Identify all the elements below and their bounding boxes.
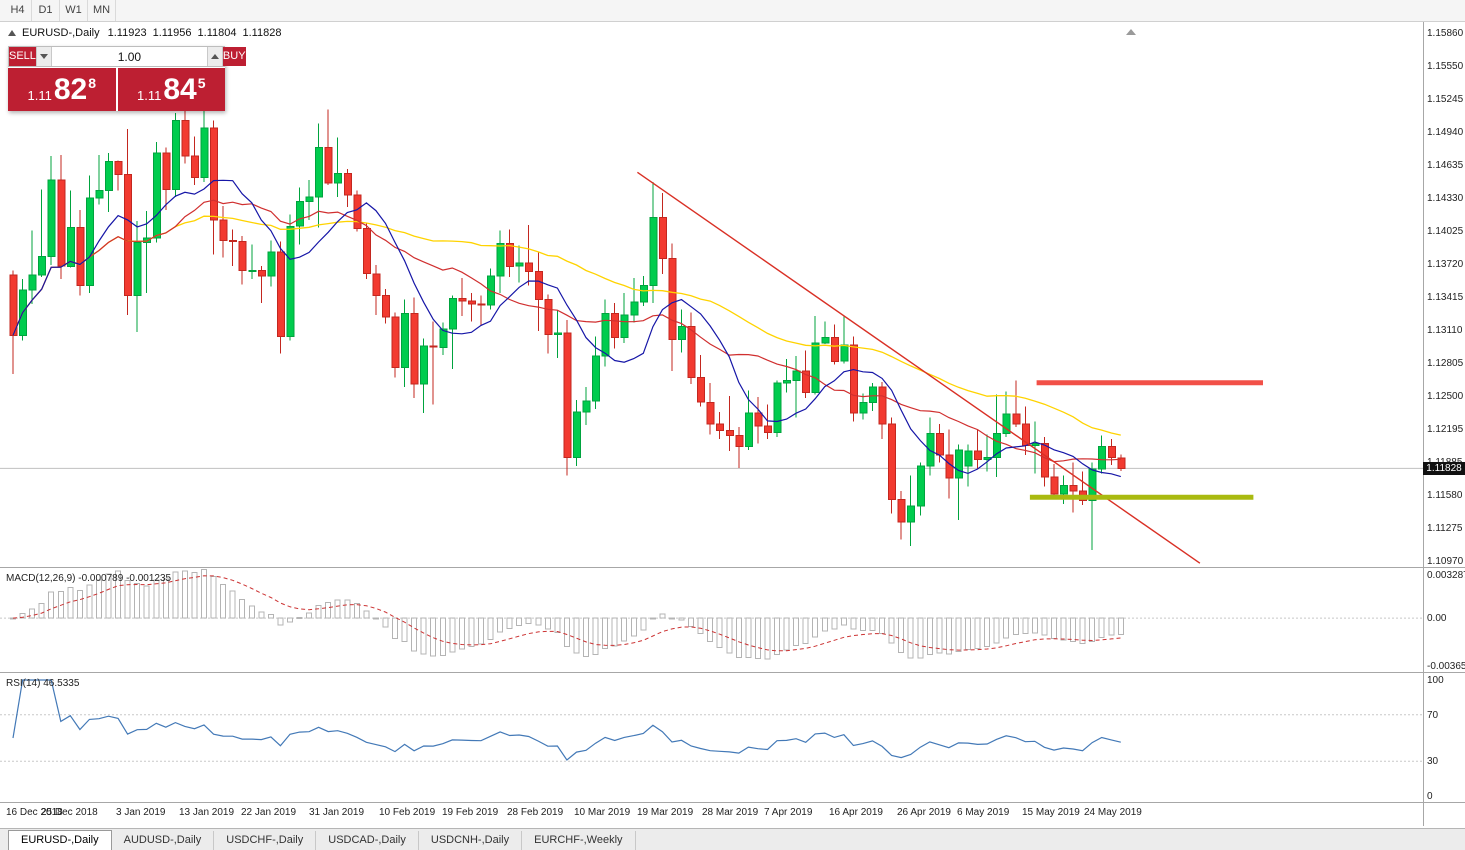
rsi-scale-label: 70	[1427, 710, 1439, 721]
rsi-indicator-panel	[0, 679, 1423, 762]
buy-price-panel[interactable]: 1.11 84 5	[117, 68, 225, 111]
panel-divider[interactable]	[0, 567, 1465, 568]
ma-fast-line	[12, 179, 1121, 478]
macd-histogram	[10, 569, 1124, 660]
chart-tab-usdcad[interactable]: USDCAD-,Daily	[316, 831, 419, 850]
volume-stepper	[35, 47, 223, 66]
rsi-scale-label: 0	[1427, 791, 1433, 802]
price-scale-label: 1.10970	[1427, 556, 1464, 567]
buy-price-big: 84	[163, 72, 197, 106]
buy-button[interactable]: BUY	[222, 47, 246, 66]
date-axis-label: 16 Dec 2018	[6, 807, 63, 818]
date-axis[interactable]: 16 Dec 2018 25 Dec 2018 3 Jan 2019 13 Jan 2…	[0, 804, 1423, 826]
date-axis-label: 22 Jan 2019	[241, 807, 297, 818]
triangle-down-icon	[39, 54, 48, 59]
price-scale-label: 1.14025	[1427, 226, 1464, 237]
chart-collapse-icon[interactable]	[1126, 29, 1136, 35]
sell-price-panel[interactable]: 1.11 82 8	[8, 68, 116, 111]
date-axis-label: 19 Mar 2019	[637, 807, 694, 818]
macd-label: MACD(12,26,9) -0.000789 -0.001235	[6, 573, 172, 584]
price-scale-label: 1.13415	[1427, 292, 1464, 303]
volume-increase-button[interactable]	[206, 47, 223, 66]
current-bid-tag: 1.11828	[1423, 462, 1465, 475]
chart-high-value: 1.11956	[152, 27, 192, 39]
date-axis-label: 15 May 2019	[1022, 807, 1080, 818]
rsi-line	[12, 679, 1121, 761]
rsi-label: RSI(14) 46.5335	[6, 678, 80, 689]
sell-price-pip: 8	[88, 74, 96, 91]
candlestick-series	[9, 108, 1126, 551]
main-price-chart[interactable]	[0, 22, 1423, 567]
price-scale-label: 1.13110	[1427, 325, 1463, 336]
ma-mid-line	[12, 199, 1121, 463]
date-axis-label: 28 Mar 2019	[702, 807, 759, 818]
timeframe-toolbar: H4 D1 W1 MN	[0, 0, 1465, 22]
macd-indicator-panel	[0, 569, 1423, 660]
macd-scale-label: 0.00	[1427, 613, 1447, 624]
price-scale-label: 1.15245	[1427, 94, 1464, 105]
chart-tab-eurusd[interactable]: EURUSD-,Daily	[8, 830, 112, 850]
date-axis-label: 10 Feb 2019	[379, 807, 436, 818]
price-scale-label: 1.12805	[1427, 358, 1464, 369]
rsi-scale-label: 30	[1427, 756, 1439, 767]
price-scale-label: 1.14635	[1427, 160, 1464, 171]
chart-open-value: 1.11923	[107, 27, 147, 39]
date-axis-label: 10 Mar 2019	[574, 807, 631, 818]
chart-tab-bar: EURUSD-,Daily AUDUSD-,Daily USDCHF-,Daily U…	[0, 828, 1465, 850]
date-axis-label: 3 Jan 2019	[116, 807, 166, 818]
volume-decrease-button[interactable]	[35, 47, 52, 66]
sell-button[interactable]: SELL	[9, 47, 36, 66]
buy-price-prefix: 1.11	[136, 88, 162, 103]
chart-tab-audusd[interactable]: AUDUSD-,Daily	[112, 831, 215, 850]
date-axis-label: 25 Dec 2018	[41, 807, 98, 818]
volume-input[interactable]	[51, 47, 207, 66]
timeframe-button-h4[interactable]: H4	[4, 0, 32, 21]
one-click-trade-panel: SELL BUY 1.11 82 8 1.11 84 5	[8, 46, 246, 111]
price-scale-label: 1.12195	[1427, 424, 1464, 435]
triangle-up-icon	[210, 54, 219, 59]
chart-tab-usdchf[interactable]: USDCHF-,Daily	[214, 831, 317, 850]
price-scale-label: 1.14330	[1427, 193, 1464, 204]
rsi-scale-label: 100	[1427, 675, 1444, 686]
panel-divider[interactable]	[0, 672, 1465, 673]
chart-symbol-period: EURUSD-,Daily	[22, 27, 100, 39]
price-scale-label: 1.11275	[1427, 523, 1463, 534]
date-axis-label: 28 Feb 2019	[507, 807, 564, 818]
sell-price-prefix: 1.11	[27, 88, 52, 103]
price-scale-label: 1.11580	[1427, 490, 1463, 501]
panel-divider[interactable]	[0, 802, 1465, 803]
macd-scale-label: -0.003659	[1427, 661, 1465, 672]
sell-price-big: 82	[53, 72, 88, 106]
date-axis-label: 6 May 2019	[957, 807, 1010, 818]
timeframe-button-d1[interactable]: D1	[32, 0, 60, 21]
macd-scale-label: 0.003287	[1427, 570, 1465, 581]
chart-tab-eurchf[interactable]: EURCHF-,Weekly	[522, 831, 636, 850]
chart-title: EURUSD-,Daily 1.11923 1.11956 1.11804 1.…	[8, 27, 281, 39]
chart-close-value: 1.11828	[242, 27, 282, 39]
chart-symbol-icon	[8, 30, 16, 36]
buy-price-pip: 5	[197, 74, 206, 91]
scale-divider	[1423, 22, 1424, 826]
price-scale-label: 1.12500	[1427, 391, 1464, 402]
chart-low-value: 1.11804	[197, 27, 237, 39]
ma-slow-line	[12, 215, 1121, 436]
date-axis-label: 31 Jan 2019	[309, 807, 365, 818]
price-scale[interactable]: 1.15860 1.15550 1.15245 1.14940 1.14635 1.143…	[1424, 22, 1465, 826]
date-axis-label: 16 Apr 2019	[829, 807, 883, 818]
chart-tab-usdcnh[interactable]: USDCNH-,Daily	[419, 831, 523, 850]
date-axis-label: 13 Jan 2019	[179, 807, 235, 818]
price-scale-label: 1.15860	[1427, 28, 1464, 39]
macd-signal-line	[12, 575, 1121, 652]
date-axis-label: 26 Apr 2019	[897, 807, 951, 818]
timeframe-button-mn[interactable]: MN	[88, 0, 116, 21]
date-axis-label: 7 Apr 2019	[764, 807, 813, 818]
date-axis-label: 24 May 2019	[1084, 807, 1142, 818]
price-scale-label: 1.13720	[1427, 259, 1464, 270]
timeframe-button-w1[interactable]: W1	[60, 0, 88, 21]
price-scale-label: 1.14940	[1427, 127, 1464, 138]
price-scale-label: 1.15550	[1427, 61, 1464, 72]
date-axis-label: 19 Feb 2019	[442, 807, 499, 818]
chart-window: EURUSD-,Daily 1.11923 1.11956 1.11804 1.…	[0, 22, 1465, 828]
